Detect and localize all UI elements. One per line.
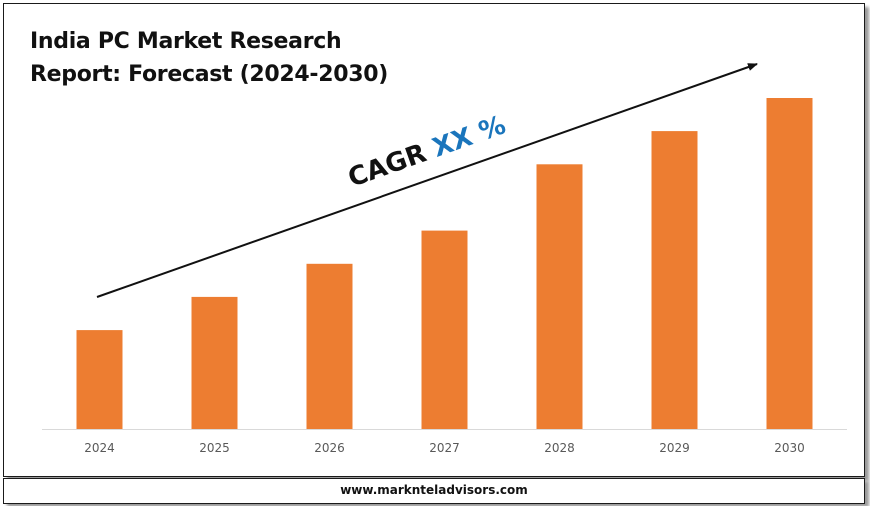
bar-series [76, 98, 813, 430]
x-tick-label-2027: 2027 [429, 441, 460, 455]
bar-2026 [306, 263, 353, 430]
trend-arrow [96, 63, 758, 298]
x-tick-label-2030: 2030 [774, 441, 805, 455]
x-tick-label-2029: 2029 [659, 441, 690, 455]
chart-title-line-2: Report: Forecast (2024-2030) [30, 62, 389, 87]
bar-2030 [766, 98, 813, 430]
bar-2024 [76, 330, 123, 430]
x-tick-label-2028: 2028 [544, 441, 575, 455]
x-tick-label-2025: 2025 [199, 441, 230, 455]
x-axis-tick-labels: 2024 2025 2026 2027 2028 2029 2030 [84, 441, 805, 455]
bar-2029 [651, 131, 698, 430]
footer-url: www.marknteladvisors.com [3, 478, 865, 504]
bar-2025 [191, 296, 238, 430]
bar-2027 [421, 230, 468, 430]
cagr-label: CAGR [344, 135, 438, 193]
x-tick-label-2026: 2026 [314, 441, 345, 455]
x-tick-label-2024: 2024 [84, 441, 115, 455]
chart-title-line-1: India PC Market Research [30, 29, 342, 54]
chart-title: India PC Market Research Report: Forecas… [30, 25, 388, 91]
bar-2028 [536, 164, 583, 430]
